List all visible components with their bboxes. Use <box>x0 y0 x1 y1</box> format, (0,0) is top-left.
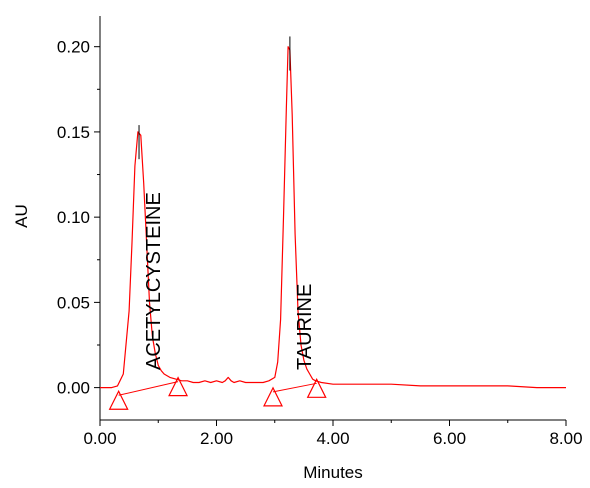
peak-start-marker <box>263 386 283 407</box>
peaks-layer: ACETYLCYSTEINE TAURINE <box>108 36 327 410</box>
peak-end-marker <box>168 376 189 397</box>
x-tick-label: 4.00 <box>316 429 349 448</box>
chromatogram-trace <box>100 46 566 389</box>
ticks-layer: 0.00 2.00 4.00 6.00 8.00 0.00 0.05 0.10 0.15 0.20 <box>57 38 583 448</box>
y-tick-label: 0.00 <box>57 379 90 398</box>
y-tick-label: 0.05 <box>57 293 90 312</box>
x-tick-label: 0.00 <box>83 429 116 448</box>
peak-start-marker <box>108 389 129 410</box>
peak-baseline <box>272 382 317 393</box>
axes-layer <box>99 16 566 421</box>
x-tick-label: 6.00 <box>433 429 466 448</box>
y-tick-label: 0.20 <box>57 38 90 57</box>
y-tick-label: 0.10 <box>57 208 90 227</box>
x-axis-title: Minutes <box>303 463 363 482</box>
series-layer <box>100 46 566 389</box>
peak-baseline <box>118 381 179 396</box>
peak-label: ACETYLCYSTEINE <box>143 192 165 370</box>
y-tick-label: 0.15 <box>57 123 90 142</box>
peak-end-marker <box>306 377 327 398</box>
peak-label: TAURINE <box>294 284 316 370</box>
y-axis-title: AU <box>12 204 31 228</box>
x-tick-label: 2.00 <box>200 429 233 448</box>
x-tick-label: 8.00 <box>549 429 582 448</box>
